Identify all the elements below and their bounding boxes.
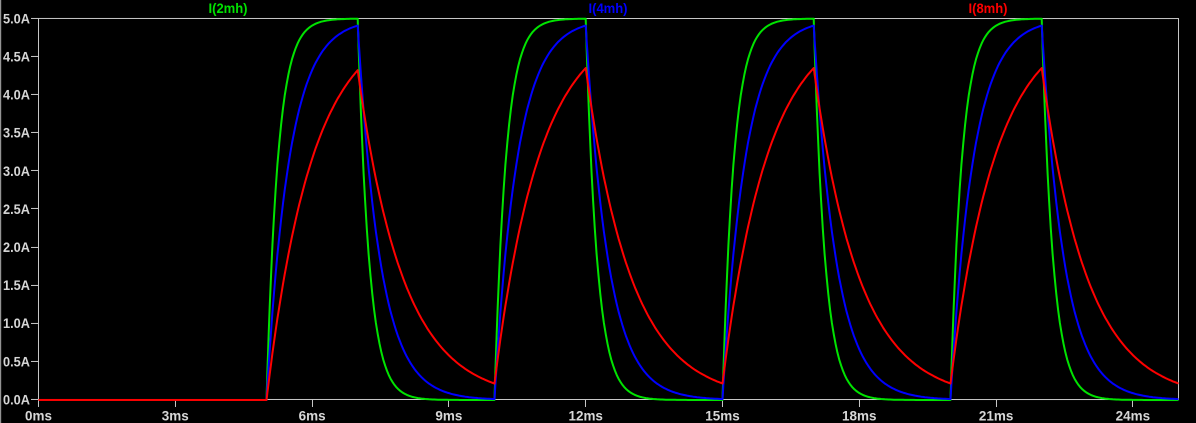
svg-text:0.0A: 0.0A <box>3 391 30 407</box>
svg-text:18ms: 18ms <box>842 408 877 423</box>
svg-text:6ms: 6ms <box>299 407 326 423</box>
svg-text:4.5A: 4.5A <box>3 48 30 64</box>
svg-text:0ms: 0ms <box>25 407 52 423</box>
svg-text:1.5A: 1.5A <box>3 277 30 293</box>
svg-text:9ms: 9ms <box>435 407 462 423</box>
svg-text:3.5A: 3.5A <box>3 125 30 141</box>
svg-text:I(4mh): I(4mh) <box>589 0 628 16</box>
svg-text:3.0A: 3.0A <box>3 163 30 179</box>
svg-text:0.5A: 0.5A <box>3 353 30 369</box>
svg-text:2.5A: 2.5A <box>3 201 30 217</box>
svg-text:5.0A: 5.0A <box>3 10 30 26</box>
svg-text:3ms: 3ms <box>162 407 189 423</box>
svg-text:I(2mh): I(2mh) <box>209 0 248 16</box>
svg-text:I(8mh): I(8mh) <box>969 0 1008 16</box>
svg-text:15ms: 15ms <box>705 408 740 423</box>
svg-text:1.0A: 1.0A <box>3 315 30 331</box>
svg-text:12ms: 12ms <box>568 407 603 423</box>
svg-text:2.0A: 2.0A <box>3 239 30 255</box>
svg-text:4.0A: 4.0A <box>3 87 30 103</box>
svg-text:21ms: 21ms <box>979 408 1014 423</box>
svg-text:24ms: 24ms <box>1116 408 1151 423</box>
